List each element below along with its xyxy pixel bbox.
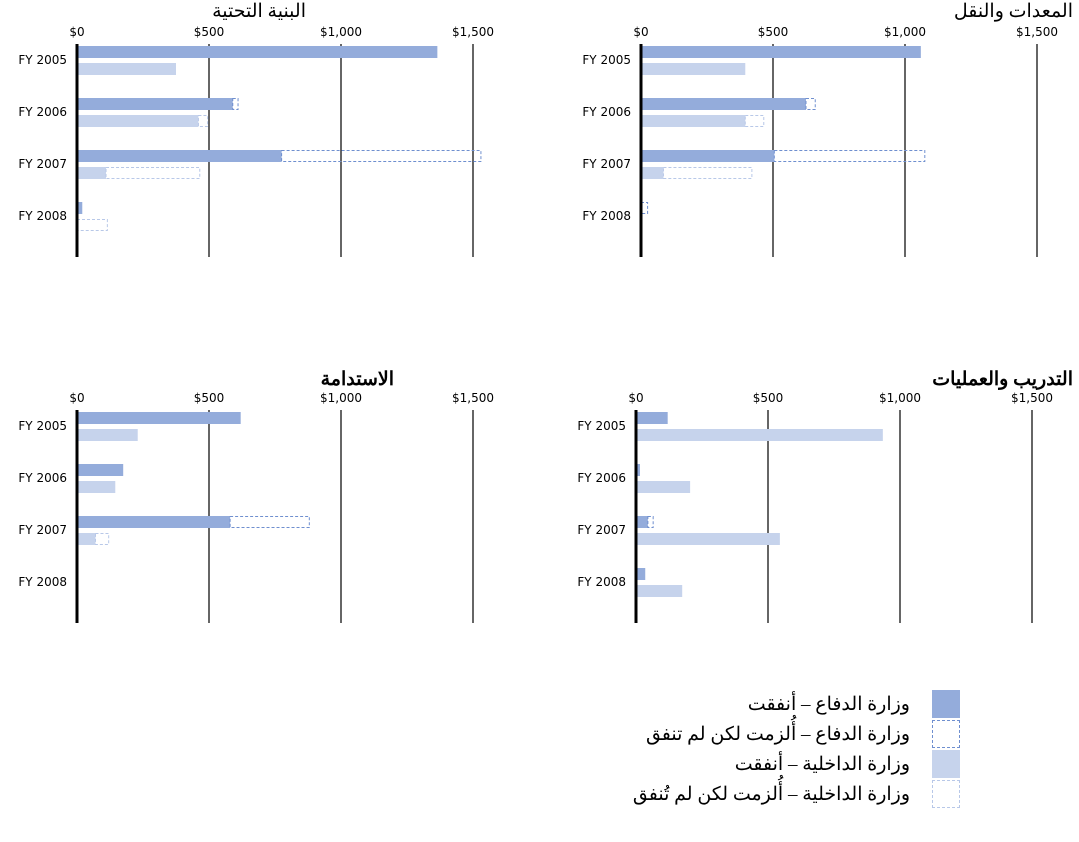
bar-doi-obligated [197, 115, 209, 127]
bar-doi-spent [77, 481, 116, 493]
y-category-label: FY 2008 [582, 209, 631, 223]
legend-swatch-dod-spent [932, 690, 960, 718]
chart-panel-sustainment: الاستدامة $0 $500 $1,000 $1,500 FY 2005 FY 20… [0, 368, 520, 638]
x-tick-label: $0 [69, 391, 84, 405]
y-category-label: FY 2006 [18, 105, 67, 119]
bar-doi-spent [636, 585, 683, 597]
bar-chart-equipment-transport: $0 $500 $1,000 $1,500 FY 2005 FY 2006 FY 2007 F… [582, 25, 1058, 257]
y-category-label: FY 2005 [577, 419, 626, 433]
bar-dod-obligated [640, 202, 649, 214]
bar-dod-spent [77, 150, 282, 162]
chart-title: التدريب والعمليات [932, 369, 1073, 390]
bar-dod-spent [641, 46, 921, 58]
bar-doi-spent [636, 533, 780, 545]
bar-dod-spent [636, 464, 640, 476]
bar-dod-obligated [229, 516, 310, 528]
x-tick-label: $500 [753, 391, 784, 405]
chart-panel-infrastructure: البنية التحتية $0 $500 $1,000 $1,500 FY 2005… [0, 0, 520, 270]
x-tick-label: $500 [194, 25, 225, 39]
x-tick-label: $1,000 [320, 25, 362, 39]
bar-dod-spent [77, 46, 438, 58]
bar-doi-spent [77, 115, 199, 127]
y-category-label: FY 2007 [18, 523, 67, 537]
y-category-label: FY 2006 [577, 471, 626, 485]
bar-doi-spent [636, 429, 883, 441]
y-category-label: FY 2007 [18, 157, 67, 171]
bar-dod-spent [77, 412, 241, 424]
chart-legend: وزارة الدفاع – أنفقت وزارة الدفاع – أُلز… [600, 690, 960, 830]
bar-doi-obligated [76, 219, 108, 231]
y-category-label: FY 2007 [577, 523, 626, 537]
bar-dod-spent [636, 412, 668, 424]
bar-dod-spent [641, 98, 806, 110]
bar-chart-training-operations: $0 $500 $1,000 $1,500 FY 2005 FY 2006 FY 2007 F… [577, 391, 1053, 623]
y-category-label: FY 2008 [18, 209, 67, 223]
legend-swatch-doi-spent [932, 750, 960, 778]
legend-item-doi-spent: وزارة الداخلية – أنفقت [735, 750, 960, 778]
bar-doi-spent [641, 63, 746, 75]
y-category-label: FY 2005 [18, 53, 67, 67]
bar-dod-spent [77, 202, 83, 214]
y-category-label: FY 2006 [582, 105, 631, 119]
legend-swatch-doi-obligated [932, 780, 960, 808]
bar-doi-spent [77, 167, 107, 179]
y-category-label: FY 2006 [18, 471, 67, 485]
y-category-label: FY 2005 [582, 53, 631, 67]
bar-dod-obligated [232, 98, 239, 110]
x-tick-label: $1,000 [879, 391, 921, 405]
legend-label: وزارة الدفاع – أُلزمت لكن لم تنفق [645, 723, 910, 745]
chart-title: البنية التحتية [212, 1, 306, 22]
bar-doi-obligated [744, 115, 765, 127]
bar-dod-spent [77, 516, 231, 528]
bar-doi-spent [77, 429, 138, 441]
chart-title: الاستدامة [320, 369, 394, 390]
x-tick-label: $0 [628, 391, 643, 405]
bar-dod-obligated [647, 516, 654, 528]
x-tick-label: $1,500 [452, 25, 494, 39]
legend-item-dod-spent: وزارة الدفاع – أنفقت [748, 690, 960, 718]
bar-doi-spent [641, 167, 664, 179]
legend-label: وزارة الداخلية – أُلزمت لكن لم تُنفق [632, 783, 910, 805]
legend-label: وزارة الداخلية – أنفقت [734, 753, 910, 775]
bar-doi-spent [636, 481, 691, 493]
y-category-label: FY 2007 [582, 157, 631, 171]
bar-dod-spent [636, 516, 648, 528]
bar-dod-spent [77, 464, 124, 476]
legend-label: وزارة الدفاع – أنفقت [747, 693, 910, 715]
x-tick-label: $500 [194, 391, 225, 405]
x-tick-label: $0 [633, 25, 648, 39]
legend-item-dod-obligated: وزارة الدفاع – أُلزمت لكن لم تنفق [646, 720, 960, 748]
bar-dod-spent [77, 98, 233, 110]
y-category-label: FY 2005 [18, 419, 67, 433]
chart-panel-equipment-transport: المعدات والنقل $0 $500 $1,000 $1,500 FY 2005… [560, 0, 1079, 270]
bar-doi-spent [641, 115, 746, 127]
bar-doi-obligated [94, 533, 110, 545]
bar-dod-spent [636, 568, 646, 580]
bar-dod-spent [641, 150, 775, 162]
bar-dod-obligated [281, 150, 482, 162]
bar-doi-obligated [662, 167, 753, 179]
x-tick-label: $1,500 [1016, 25, 1058, 39]
bar-chart-infrastructure: $0 $500 $1,000 $1,500 FY 2005 FY 2006 FY 2007 F… [18, 25, 494, 257]
x-tick-label: $1,000 [320, 391, 362, 405]
bar-doi-spent [77, 63, 176, 75]
bar-chart-sustainment: $0 $500 $1,000 $1,500 FY 2005 FY 2006 FY 2007 F… [18, 391, 494, 623]
x-tick-label: $0 [69, 25, 84, 39]
chart-panel-training-operations: التدريب والعمليات $0 $500 $1,000 $1,500 FY 2… [560, 368, 1079, 638]
legend-swatch-dod-obligated [932, 720, 960, 748]
legend-item-doi-obligated: وزارة الداخلية – أُلزمت لكن لم تُنفق [633, 780, 960, 808]
x-tick-label: $1,000 [884, 25, 926, 39]
chart-title: المعدات والنقل [953, 1, 1073, 22]
bar-doi-obligated [105, 167, 201, 179]
x-tick-label: $500 [758, 25, 789, 39]
bar-doi-spent [77, 533, 96, 545]
x-tick-label: $1,500 [1011, 391, 1053, 405]
bar-dod-obligated [773, 150, 926, 162]
bar-dod-obligated [805, 98, 816, 110]
y-category-label: FY 2008 [577, 575, 626, 589]
x-tick-label: $1,500 [452, 391, 494, 405]
y-category-label: FY 2008 [18, 575, 67, 589]
